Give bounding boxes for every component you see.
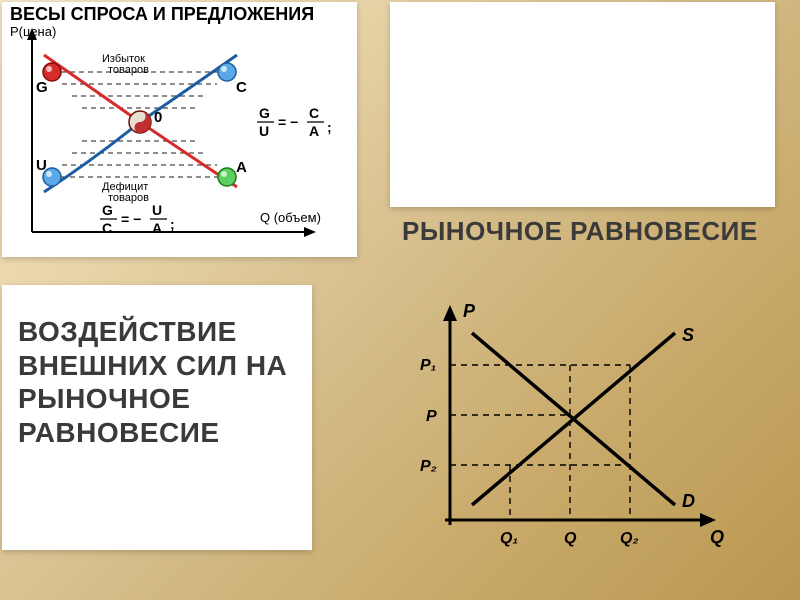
svg-text:A: A <box>309 123 319 139</box>
svg-text:U: U <box>259 123 269 139</box>
equilibrium-svg: P Q S D P₁ P P₂ Q <box>390 295 760 575</box>
svg-text:G: G <box>259 105 270 121</box>
equilibrium-point: 0 <box>129 109 162 133</box>
x-axis-label: Q (объем) <box>260 210 321 225</box>
svg-text:0: 0 <box>154 109 162 126</box>
svg-text:= −: = − <box>278 114 298 130</box>
point-G: G <box>36 63 61 96</box>
xtick-q2: Q₂ <box>620 530 639 547</box>
svg-text:C: C <box>102 220 112 236</box>
slide-root: ВЕСЫ СПРОСА И ПРЕДЛОЖЕНИЯ Р(цена) <box>0 0 800 600</box>
xtick-q1: Q₁ <box>500 530 518 547</box>
chart-market-equilibrium: P Q S D P₁ P P₂ Q <box>390 295 760 575</box>
heading-external-forces: ВОЗДЕЙСТВИЕ ВНЕШНИХ СИЛ НА РЫНОЧНОЕ РАВН… <box>18 315 296 449</box>
panel-top-right: РЫНОЧНОЕ РАВНОВЕСИЕ <box>390 2 775 207</box>
surplus-label-2: товаров <box>108 64 149 76</box>
demand-end-label: D <box>682 491 695 511</box>
panel-bottom-left: ВОЗДЕЙСТВИЕ ВНЕШНИХ СИЛ НА РЫНОЧНОЕ РАВН… <box>2 285 312 550</box>
svg-text:;: ; <box>327 119 332 135</box>
ytick-p: P <box>426 408 437 425</box>
equation-1: G U = − C A ; <box>257 105 332 139</box>
deficit-label-2: товаров <box>108 192 149 204</box>
svg-text:= −: = − <box>121 211 141 227</box>
xtick-q: Q <box>564 530 577 547</box>
point-U: U <box>36 157 61 186</box>
chart-title: ВЕСЫ СПРОСА И ПРЕДЛОЖЕНИЯ <box>10 4 314 24</box>
axes <box>27 28 316 237</box>
svg-text:;: ; <box>170 216 175 232</box>
ytick-p2: P₂ <box>420 458 437 475</box>
svg-text:C: C <box>236 79 247 96</box>
svg-text:A: A <box>152 220 162 236</box>
panel-supply-demand-balance: ВЕСЫ СПРОСА И ПРЕДЛОЖЕНИЯ Р(цена) <box>2 2 357 257</box>
svg-text:G: G <box>36 79 48 96</box>
ytick-p1: P₁ <box>420 357 436 374</box>
chart-body: G C U A <box>27 28 332 237</box>
point-A: A <box>218 159 247 186</box>
svg-text:U: U <box>152 202 162 218</box>
supply-end-label: S <box>682 325 694 345</box>
heading-market-equilibrium: РЫНОЧНОЕ РАВНОВЕСИЕ <box>402 216 775 247</box>
svg-text:U: U <box>36 157 47 174</box>
svg-text:G: G <box>102 202 113 218</box>
svg-text:C: C <box>309 105 319 121</box>
point-C: C <box>218 63 247 96</box>
equation-2: G C = − U A ; <box>100 202 175 236</box>
svg-text:A: A <box>236 159 247 176</box>
x-axis-label: Q <box>710 527 724 547</box>
y-axis-label: P <box>463 301 476 321</box>
chart-supply-demand-balance: ВЕСЫ СПРОСА И ПРЕДЛОЖЕНИЯ Р(цена) <box>2 2 357 257</box>
